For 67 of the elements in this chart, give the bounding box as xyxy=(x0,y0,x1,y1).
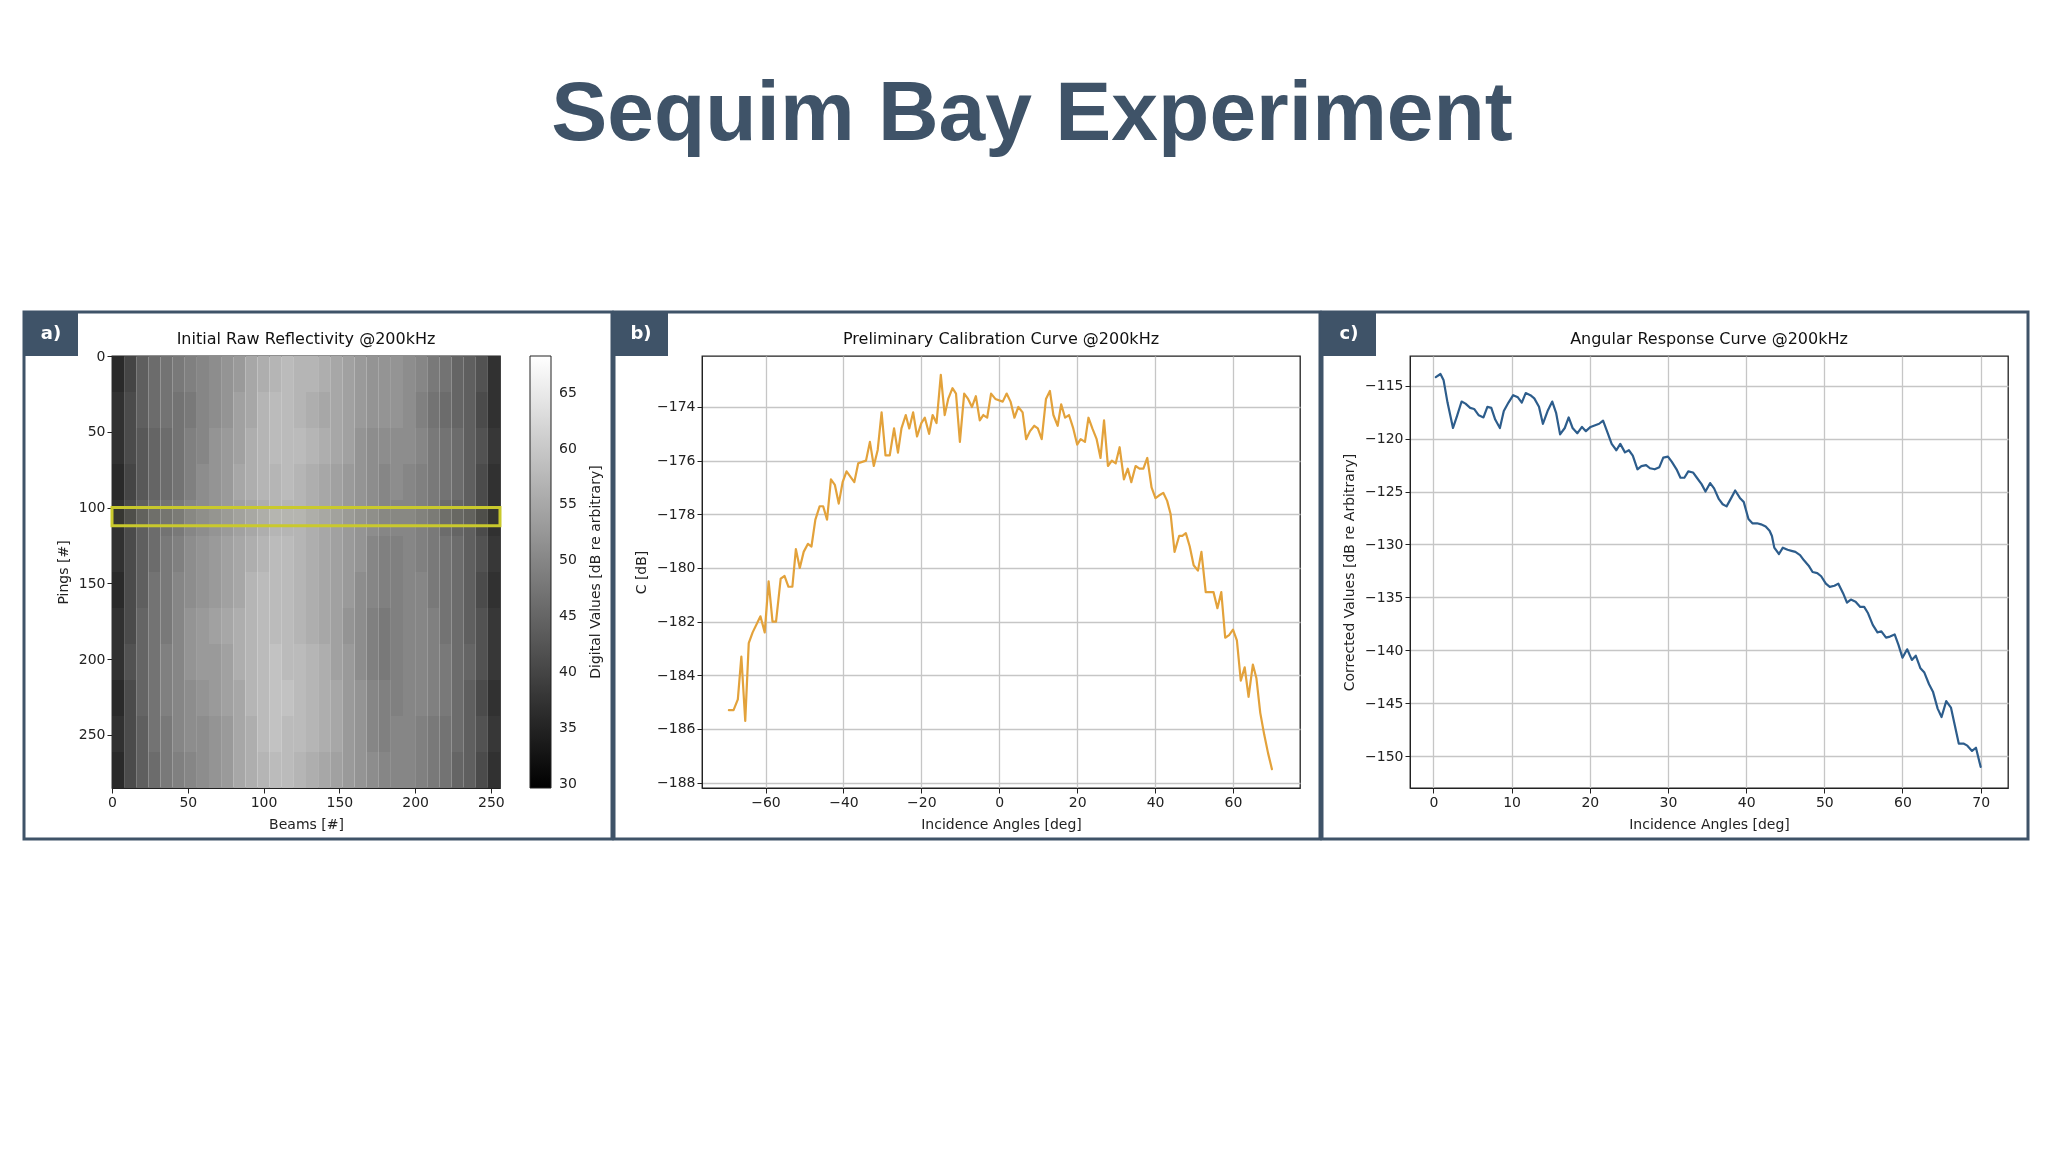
x-tick-label: 70 xyxy=(1972,793,1991,810)
y-tick-label: −180 xyxy=(657,559,696,576)
chart-title: Preliminary Calibration Curve @200kHz xyxy=(842,328,1160,348)
y-tick-label: −150 xyxy=(1365,747,1404,764)
y-axis-title: Pings [#] xyxy=(54,540,71,605)
color-bar-label: 45 xyxy=(559,607,577,624)
x-tick-label: 150 xyxy=(326,793,354,810)
y-tick-label: −120 xyxy=(1365,430,1404,447)
y-tick-label: −188 xyxy=(657,774,696,791)
y-tick-label: −135 xyxy=(1365,588,1404,605)
color-bar-label: 65 xyxy=(559,383,577,400)
x-tick-label: 60 xyxy=(1894,793,1912,810)
x-tick-label: 10 xyxy=(1503,793,1522,810)
x-tick-label: −20 xyxy=(907,793,937,810)
chart-title: Initial Raw Reflectivity @200kHz xyxy=(176,328,436,348)
y-tick-label: 0 xyxy=(96,347,106,364)
y-tick-label: −182 xyxy=(657,613,696,630)
color-bar-label: 35 xyxy=(559,718,577,735)
x-tick-label: 0 xyxy=(108,793,117,810)
y-tick-label: 100 xyxy=(78,499,106,516)
text: c) xyxy=(1339,322,1359,343)
y-tick-label: 50 xyxy=(87,423,106,440)
x-axis-title: Incidence Angles [deg] xyxy=(921,815,1082,832)
y-tick-label: −178 xyxy=(657,505,696,522)
color-bar-label: 40 xyxy=(559,662,577,679)
y-tick-label: −176 xyxy=(657,452,696,469)
color-bar-title: Digital Values [dB re arbitrary] xyxy=(587,465,603,679)
y-tick-label: 200 xyxy=(78,650,106,667)
line-series xyxy=(727,373,1274,771)
x-tick-label: 40 xyxy=(1146,793,1165,810)
x-tick-label: 200 xyxy=(402,793,429,810)
y-tick-label: −186 xyxy=(657,720,696,737)
x-tick-label: 50 xyxy=(179,793,198,810)
y-tick-label: −184 xyxy=(657,666,696,683)
x-axis-title: Incidence Angles [deg] xyxy=(1629,815,1790,832)
color-bar-label: 60 xyxy=(559,439,577,456)
color-bar-label: 30 xyxy=(559,774,577,791)
text: a) xyxy=(40,322,62,343)
x-tick-label: 30 xyxy=(1659,793,1678,810)
x-tick-label: 250 xyxy=(478,793,505,810)
x-tick-label: 40 xyxy=(1737,793,1756,810)
x-tick-label: −60 xyxy=(751,793,781,810)
x-tick-label: 100 xyxy=(250,793,278,810)
color-bar-label: 50 xyxy=(559,551,577,568)
y-tick-label: −130 xyxy=(1365,535,1404,552)
chart-title: Angular Response Curve @200kHz xyxy=(1570,328,1848,348)
y-tick-label: 150 xyxy=(78,574,106,591)
x-tick-label: 60 xyxy=(1224,793,1243,810)
y-tick-label: −115 xyxy=(1365,377,1404,394)
text: b) xyxy=(630,322,652,343)
x-tick-label: 20 xyxy=(1581,793,1600,810)
x-tick-label: 50 xyxy=(1815,793,1834,810)
x-tick-label: −40 xyxy=(829,793,859,810)
x-axis-title: Beams [#] xyxy=(269,815,344,832)
x-tick-label: 20 xyxy=(1068,793,1087,810)
y-tick-label: −145 xyxy=(1365,694,1404,711)
y-tick-label: −140 xyxy=(1365,641,1404,658)
y-axis-title: Corrected Values [dB re Arbitrary] xyxy=(1341,453,1358,692)
y-tick-label: 250 xyxy=(78,726,106,743)
y-tick-label: −125 xyxy=(1365,483,1404,500)
color-bar-label: 55 xyxy=(559,495,577,512)
x-tick-label: 0 xyxy=(1429,793,1439,810)
line-series xyxy=(1434,372,1982,768)
text: Sequim Bay Experiment xyxy=(551,64,1513,158)
y-axis-title: C [dB] xyxy=(633,550,650,595)
x-tick-label: 0 xyxy=(995,793,1005,810)
y-tick-label: −174 xyxy=(657,398,696,415)
